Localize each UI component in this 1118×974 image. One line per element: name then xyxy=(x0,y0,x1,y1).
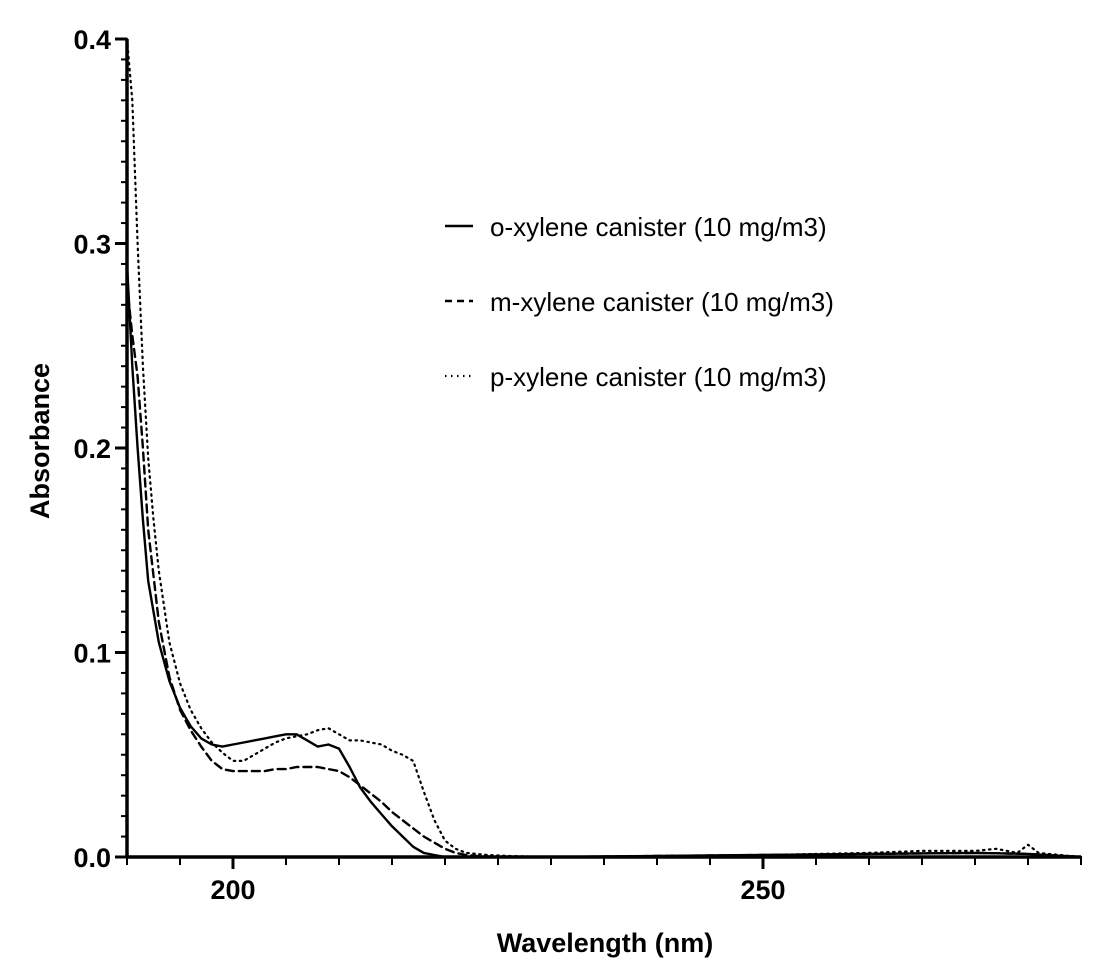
x-tick-label: 250 xyxy=(740,875,785,905)
y-tick-label: 0.1 xyxy=(73,639,111,669)
x-axis: 200 250 xyxy=(126,855,1082,905)
legend: o-xylene canister (10 mg/m3) m-xylene ca… xyxy=(445,212,834,392)
legend-label-m-xylene: m-xylene canister (10 mg/m3) xyxy=(490,287,834,317)
series-layer xyxy=(125,37,1083,859)
plot-area: 200 250 0.0 0.1 0.2 0.3 0.4 xyxy=(73,25,1083,905)
series-line-m-xylene xyxy=(125,283,1083,859)
series-line-o-xylene xyxy=(125,262,1083,859)
y-axis: 0.0 0.1 0.2 0.3 0.4 xyxy=(73,25,129,873)
x-axis-title: Wavelength (nm) xyxy=(497,928,714,958)
y-tick-label: 0.2 xyxy=(73,434,111,464)
y-tick-label: 0.0 xyxy=(73,843,111,873)
y-tick-label: 0.3 xyxy=(73,230,111,260)
x-tick-label: 200 xyxy=(210,875,255,905)
y-tick-label: 0.4 xyxy=(73,25,111,55)
y-axis-title: Absorbance xyxy=(25,363,55,519)
series-line-p-xylene xyxy=(125,37,1083,859)
legend-label-p-xylene: p-xylene canister (10 mg/m3) xyxy=(490,362,827,392)
legend-label-o-xylene: o-xylene canister (10 mg/m3) xyxy=(490,212,827,242)
